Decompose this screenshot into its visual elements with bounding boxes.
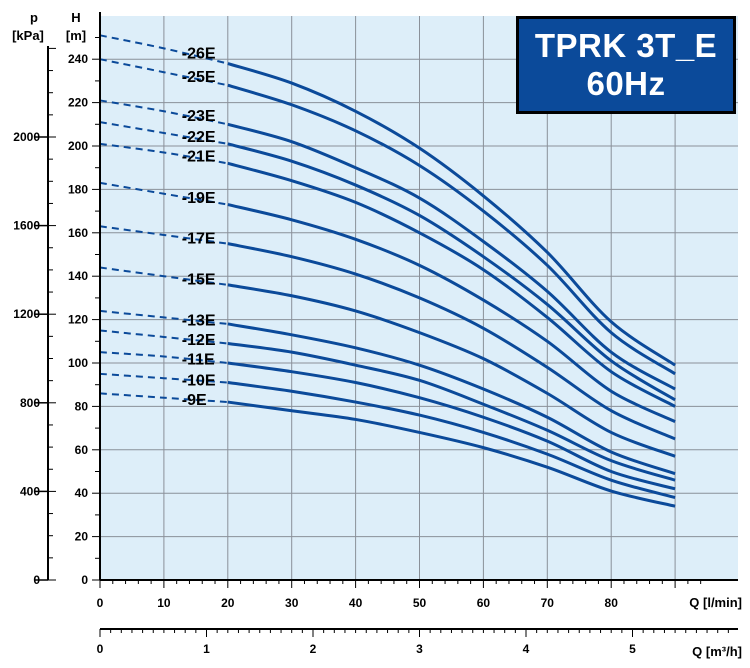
curve-label: -12E	[182, 332, 216, 349]
curve-label: -19E	[182, 190, 216, 207]
chart-title: TPRK 3T_E	[534, 27, 718, 64]
curve-label: -25E	[182, 69, 216, 86]
curve-label: -10E	[182, 372, 216, 389]
h-tick-label: 140	[68, 269, 88, 283]
p-tick-label: 400	[20, 484, 40, 498]
q-lmin-axis-title: Q [l/min]	[689, 595, 742, 610]
curve-dashed-segment	[99, 329, 228, 345]
h-tick-label: 0	[81, 573, 88, 587]
curve-solid-segment	[227, 122, 676, 391]
q-lmin-tick-label: 80	[605, 596, 619, 610]
curve-dashed-segment	[99, 372, 228, 384]
curve-solid-segment	[227, 83, 676, 376]
q-lmin-tick-label: 20	[221, 596, 235, 610]
curve-solid-segment	[227, 361, 676, 491]
axes: 0204060801001201401601802002202400400800…	[13, 12, 738, 656]
curve-solid-segment	[227, 62, 676, 367]
q-m3h-tick-label: 1	[203, 642, 210, 656]
p-tick-label: 1600	[13, 219, 40, 233]
curve-label: -9E	[182, 392, 207, 409]
curve-label: -17E	[182, 230, 216, 247]
h-axis-unit: [m]	[66, 28, 86, 43]
curve-label: -21E	[182, 149, 216, 166]
h-tick-label: 100	[68, 356, 88, 370]
curve-dashed-segment	[99, 142, 228, 165]
q-lmin-tick-label: 60	[477, 596, 491, 610]
curve-solid-segment	[227, 341, 676, 482]
curve-solid-segment	[227, 283, 676, 458]
q-m3h-tick-label: 2	[310, 642, 317, 656]
curve-dashed-segment	[99, 34, 229, 65]
p-tick-label: 800	[20, 396, 40, 410]
curve-dashed-segment	[99, 309, 228, 325]
q-m3h-tick-label: 3	[416, 642, 423, 656]
q-m3h-axis-title: Q [m³/h]	[692, 644, 742, 659]
q-m3h-tick-label: 0	[97, 642, 104, 656]
h-tick-label: 80	[75, 399, 89, 413]
q-lmin-tick-label: 10	[157, 596, 171, 610]
curve-dashed-segment	[99, 58, 228, 87]
h-tick-label: 120	[68, 313, 88, 327]
curves	[99, 34, 676, 508]
h-tick-label: 60	[75, 443, 89, 457]
h-tick-label: 180	[68, 182, 88, 196]
curve-label: -23E	[182, 108, 216, 125]
h-tick-label: 240	[68, 52, 88, 66]
curve-solid-segment	[227, 400, 676, 508]
q-m3h-tick-label: 5	[629, 642, 636, 656]
q-m3h-tick-label: 4	[523, 642, 530, 656]
curve-solid-segment	[227, 142, 676, 402]
curve-dashed-segment	[99, 121, 228, 145]
q-lmin-tick-label: 40	[349, 596, 363, 610]
curve-dashed-segment	[99, 225, 228, 245]
h-axis-title: H	[71, 10, 80, 25]
curve-dashed-segment	[99, 266, 228, 286]
p-tick-label: 2000	[13, 130, 40, 144]
p-tick-label: 1200	[13, 307, 40, 321]
chart-title-box: TPRK 3T_E 60Hz	[516, 16, 736, 114]
curve-label: -13E	[182, 312, 216, 329]
h-tick-label: 200	[68, 139, 88, 153]
curve-dashed-segment	[99, 351, 228, 364]
chart-frequency: 60Hz	[586, 65, 666, 102]
h-tick-label: 160	[68, 226, 88, 240]
curve-solid-segment	[227, 322, 676, 476]
curve-dashed-segment	[99, 181, 228, 206]
curve-label: -15E	[182, 272, 216, 289]
curve-label: -11E	[182, 351, 215, 368]
curve-solid-segment	[227, 242, 676, 441]
p-axis-unit: [kPa]	[12, 28, 44, 43]
curve-solid-segment	[227, 203, 676, 423]
q-lmin-tick-label: 70	[541, 596, 555, 610]
curve-solid-segment	[227, 381, 676, 499]
p-axis-title: p	[30, 10, 38, 25]
h-tick-label: 40	[75, 486, 89, 500]
curve-dashed-segment	[99, 392, 228, 404]
q-lmin-tick-label: 50	[413, 596, 427, 610]
curve-dashed-segment	[99, 99, 228, 126]
q-lmin-tick-label: 0	[97, 596, 104, 610]
h-tick-label: 220	[68, 96, 88, 110]
q-lmin-tick-label: 30	[285, 596, 299, 610]
curve-label: -26E	[182, 46, 216, 63]
h-tick-label: 20	[75, 530, 89, 544]
curve-label: -22E	[182, 129, 216, 146]
curve-labels: -26E -25E -23E -22E -21E -19E -17E -15E -13E -12E…	[182, 46, 216, 409]
curve-solid-segment	[227, 161, 676, 408]
